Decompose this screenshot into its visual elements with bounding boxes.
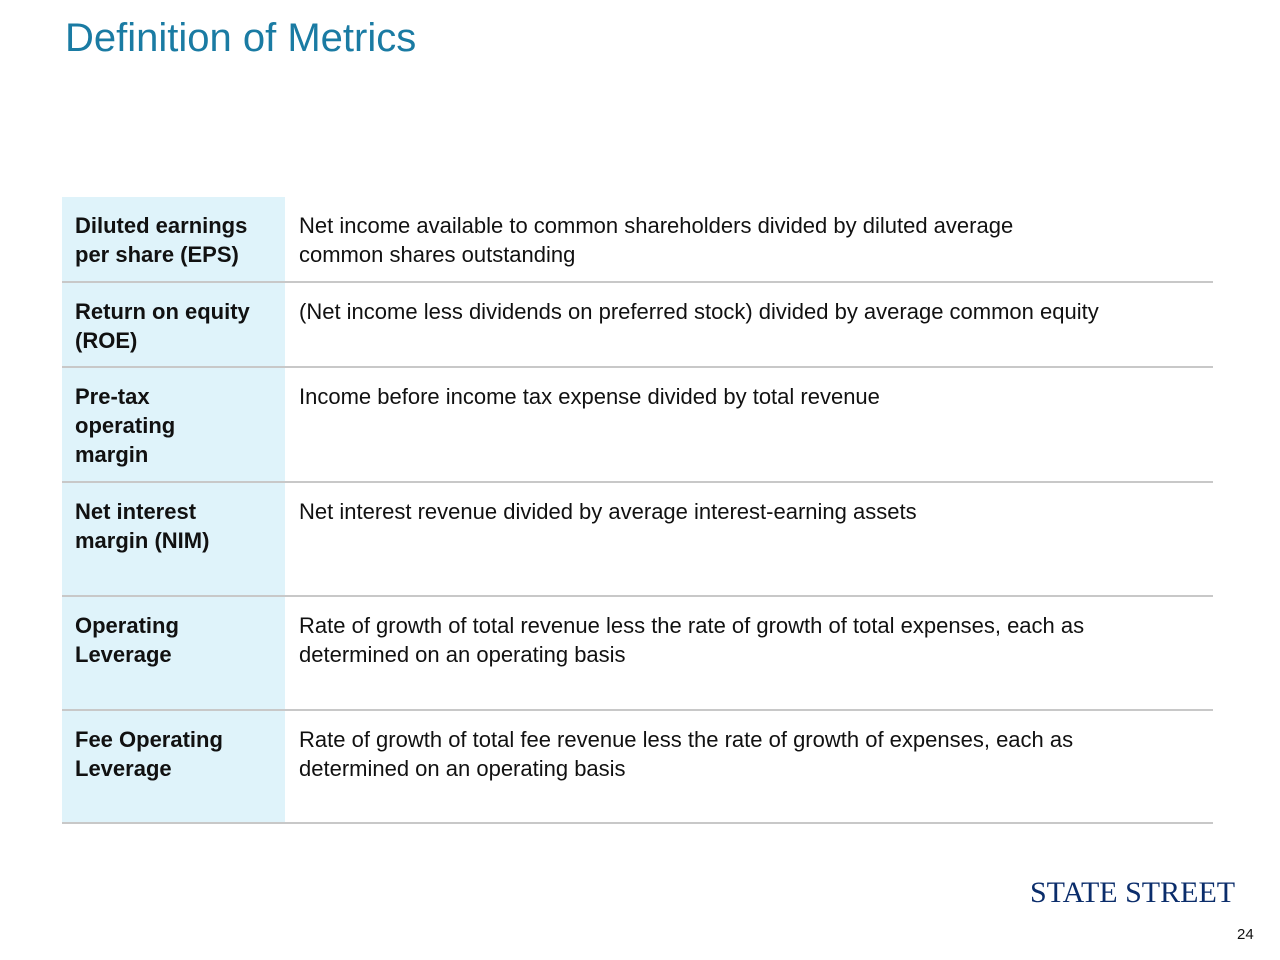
definition-text: Net interest revenue divided by average … <box>299 499 917 524</box>
term-cell: Pre-tax operating margin <box>62 368 285 481</box>
definition-text: determined on an operating basis <box>299 756 626 781</box>
term-text: Leverage <box>75 756 172 781</box>
logo: STATE STREET <box>1030 876 1236 909</box>
table-row: Diluted earnings per share (EPS) Net incom… <box>62 197 1213 283</box>
term-text: Net interest <box>75 499 197 524</box>
term-text: Return on equity <box>75 299 250 324</box>
term-text: Fee Operating <box>75 727 223 752</box>
definition-text: determined on an operating basis <box>299 642 626 667</box>
definition-text: (Net income less dividends on preferred … <box>299 299 1099 324</box>
definition-text: Income before income tax expense divided… <box>299 384 880 409</box>
term-cell: Fee Operating Leverage <box>62 711 285 822</box>
table-row: Net interest margin (NIM) Net interest rev… <box>62 483 1213 597</box>
term-text: Operating <box>75 613 179 638</box>
term-text: margin <box>75 442 149 467</box>
term-cell: Return on equity (ROE) <box>62 283 285 366</box>
term-text: operating <box>75 413 176 438</box>
term-cell: Operating Leverage <box>62 597 285 709</box>
table-row: Operating Leverage Rate of growth of total… <box>62 597 1213 711</box>
term-text: (ROE) <box>75 328 138 353</box>
table-row: Pre-tax operating margin Income before inco… <box>62 368 1213 483</box>
definition-text: common shares outstanding <box>299 242 576 267</box>
term-text: per share (EPS) <box>75 242 239 267</box>
page-number: 24 <box>1237 926 1254 943</box>
title: Definition of Metrics <box>65 16 417 60</box>
term-cell: Diluted earnings per share (EPS) <box>62 197 285 281</box>
definition-text: Rate of growth of total revenue less the… <box>299 613 1085 638</box>
definition-text: Rate of growth of total fee revenue less… <box>299 727 1074 752</box>
term-text: Leverage <box>75 642 172 667</box>
term-cell: Net interest margin (NIM) <box>62 483 285 595</box>
metrics-table: Diluted earnings per share (EPS) Net incom… <box>62 197 1213 824</box>
table-row: Fee Operating Leverage Rate of growth of t… <box>62 711 1213 824</box>
table-row: Return on equity (ROE) (Net income less di… <box>62 283 1213 368</box>
definition-text: Net income available to common sharehold… <box>299 213 1014 238</box>
term-text: margin (NIM) <box>75 528 210 553</box>
term-text: Diluted earnings <box>75 213 248 238</box>
term-text: Pre-tax <box>75 384 150 409</box>
